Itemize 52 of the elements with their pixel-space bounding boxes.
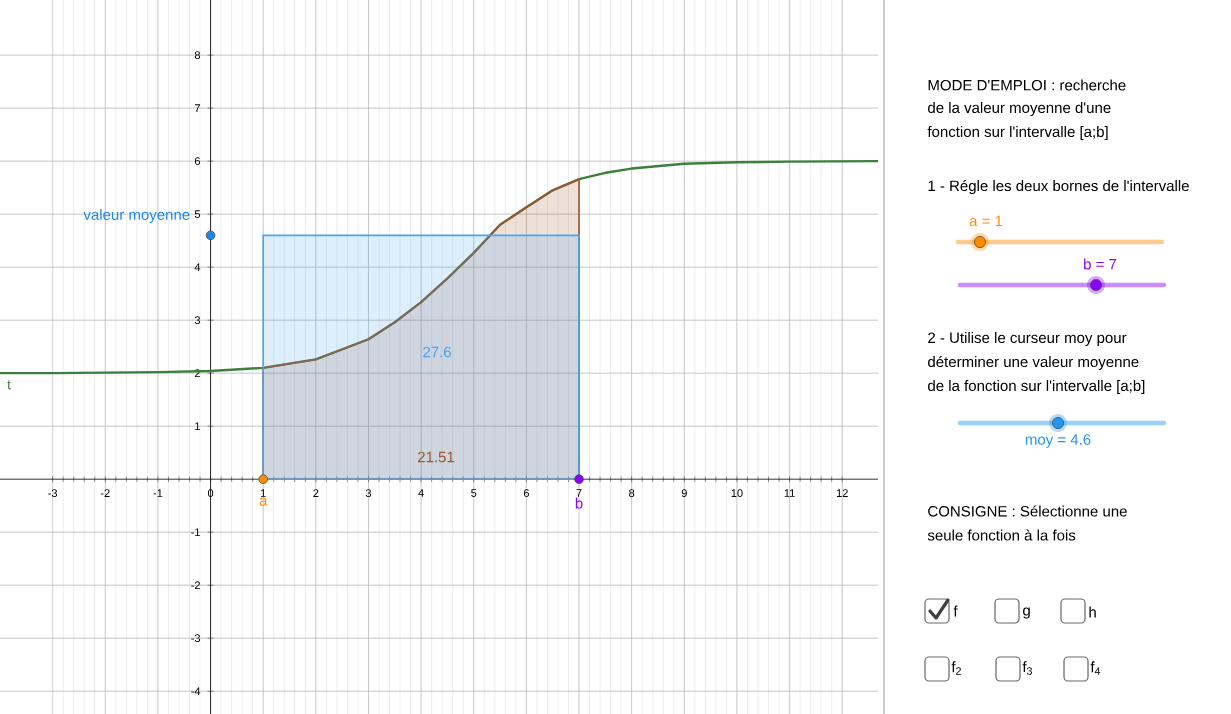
text: de la valeur moyenne d'une — [928, 102, 1111, 116]
x-tick-label: 11 — [784, 489, 795, 497]
y-tick-label: 5 — [194, 210, 201, 218]
y-tick-label: 1 — [195, 422, 200, 430]
y-tick-label: 3 — [194, 316, 201, 325]
text: f$_{4}$ — [1090, 661, 1101, 675]
annotation: 21.51 — [417, 451, 455, 463]
x-tick-label: 4 — [418, 489, 424, 497]
x-tick-label: 10 — [731, 489, 743, 498]
x-tick-label: 8 — [629, 489, 635, 498]
text: g — [1023, 607, 1030, 619]
text: moy = 4.6 — [1025, 434, 1091, 448]
x-tick-label: 0 — [207, 489, 214, 498]
text: h — [1089, 606, 1096, 618]
x-tick-label: 6 — [523, 489, 529, 498]
text: f$_{2}$ — [951, 661, 961, 675]
line-series — [0, 159, 880, 375]
text: seule fonction à la fois — [927, 529, 1076, 541]
annotation: 27.6 — [423, 346, 451, 358]
x-tick-label: 1 — [260, 489, 266, 497]
x-tick-label: -1 — [153, 489, 163, 497]
text: fonction sur l'intervalle [a;b] — [927, 126, 1108, 140]
x-tick-label: 9 — [681, 489, 687, 498]
text: 2 - Utilise le curseur moy pour — [928, 332, 1127, 346]
y-tick-label: 4 — [194, 263, 201, 271]
x-tick-label: -3 — [48, 489, 58, 498]
y-tick-label: 8 — [194, 51, 201, 60]
text: de la fonction sur l'intervalle [a;b] — [928, 380, 1145, 394]
text: 1 - Régle les deux bornes de l'intervalle — [928, 179, 1189, 195]
series-label: t — [7, 380, 11, 390]
text: a = 1 — [969, 215, 1003, 227]
x-tick-label: 5 — [471, 489, 477, 497]
y-tick-label: -4 — [191, 687, 201, 695]
y-tick-label: -1 — [191, 528, 200, 536]
x-tick-label: -2 — [100, 489, 110, 497]
text: f — [953, 605, 958, 617]
text: déterminer une valeur moyenne — [928, 355, 1139, 371]
text: MODE D'EMPLOI : recherche — [928, 79, 1126, 91]
y-tick-label: 7 — [194, 104, 200, 112]
x-tick-label: 3 — [365, 489, 372, 498]
text: b = 7 — [1084, 258, 1117, 270]
series-label: valeur moyenne — [83, 208, 190, 223]
x-tick-label: 2 — [313, 489, 319, 497]
y-tick-label: -2 — [191, 581, 200, 590]
text: f$_{3}$ — [1022, 661, 1032, 675]
series-label: a — [259, 497, 268, 506]
y-tick-label: 6 — [194, 157, 201, 166]
series-label: b — [575, 497, 583, 509]
x-tick-label: 12 — [836, 489, 848, 497]
text: CONSIGNE : Sélectionne une — [928, 505, 1127, 517]
x-tick-label: 7 — [576, 489, 582, 497]
y-tick-label: -3 — [191, 634, 201, 643]
